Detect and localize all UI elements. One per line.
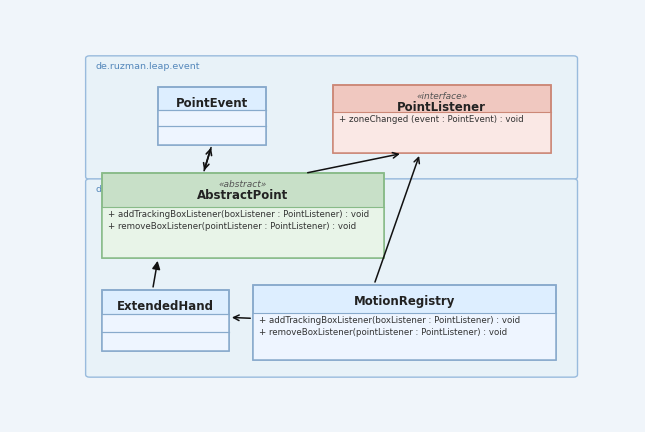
Text: «interface»: «interface» [416,92,468,101]
Text: + removeBoxListener(pointListener : PointListener) : void: + removeBoxListener(pointListener : Poin… [259,328,507,337]
FancyBboxPatch shape [333,85,550,153]
Text: + addTrackingBoxListener(boxListener : PointListener) : void: + addTrackingBoxListener(boxListener : P… [108,210,369,219]
Text: AbstractPoint: AbstractPoint [197,189,288,202]
FancyBboxPatch shape [86,179,577,377]
Text: de.ruzman.leap: de.ruzman.leap [95,185,170,194]
Text: «abstract»: «abstract» [219,180,267,189]
FancyBboxPatch shape [102,290,229,351]
Bar [158,110,266,145]
Text: PointEvent: PointEvent [175,97,248,111]
Text: MotionRegistry: MotionRegistry [353,295,455,308]
FancyBboxPatch shape [158,87,266,145]
Bar [333,112,550,153]
Bar [102,207,384,258]
Text: ExtendedHand: ExtendedHand [117,300,214,313]
FancyBboxPatch shape [102,173,384,258]
Text: + addTrackingBoxListener(boxListener : PointListener) : void: + addTrackingBoxListener(boxListener : P… [259,316,521,325]
Text: + removeBoxListener(pointListener : PointListener) : void: + removeBoxListener(pointListener : Poin… [108,222,356,232]
Text: PointListener: PointListener [397,101,486,114]
Bar [253,313,555,359]
Bar [102,314,229,351]
Text: de.ruzman.leap.event: de.ruzman.leap.event [95,62,200,71]
Text: + zoneChanged (event : PointEvent) : void: + zoneChanged (event : PointEvent) : voi… [339,115,524,124]
FancyBboxPatch shape [253,285,555,359]
FancyBboxPatch shape [86,56,577,179]
